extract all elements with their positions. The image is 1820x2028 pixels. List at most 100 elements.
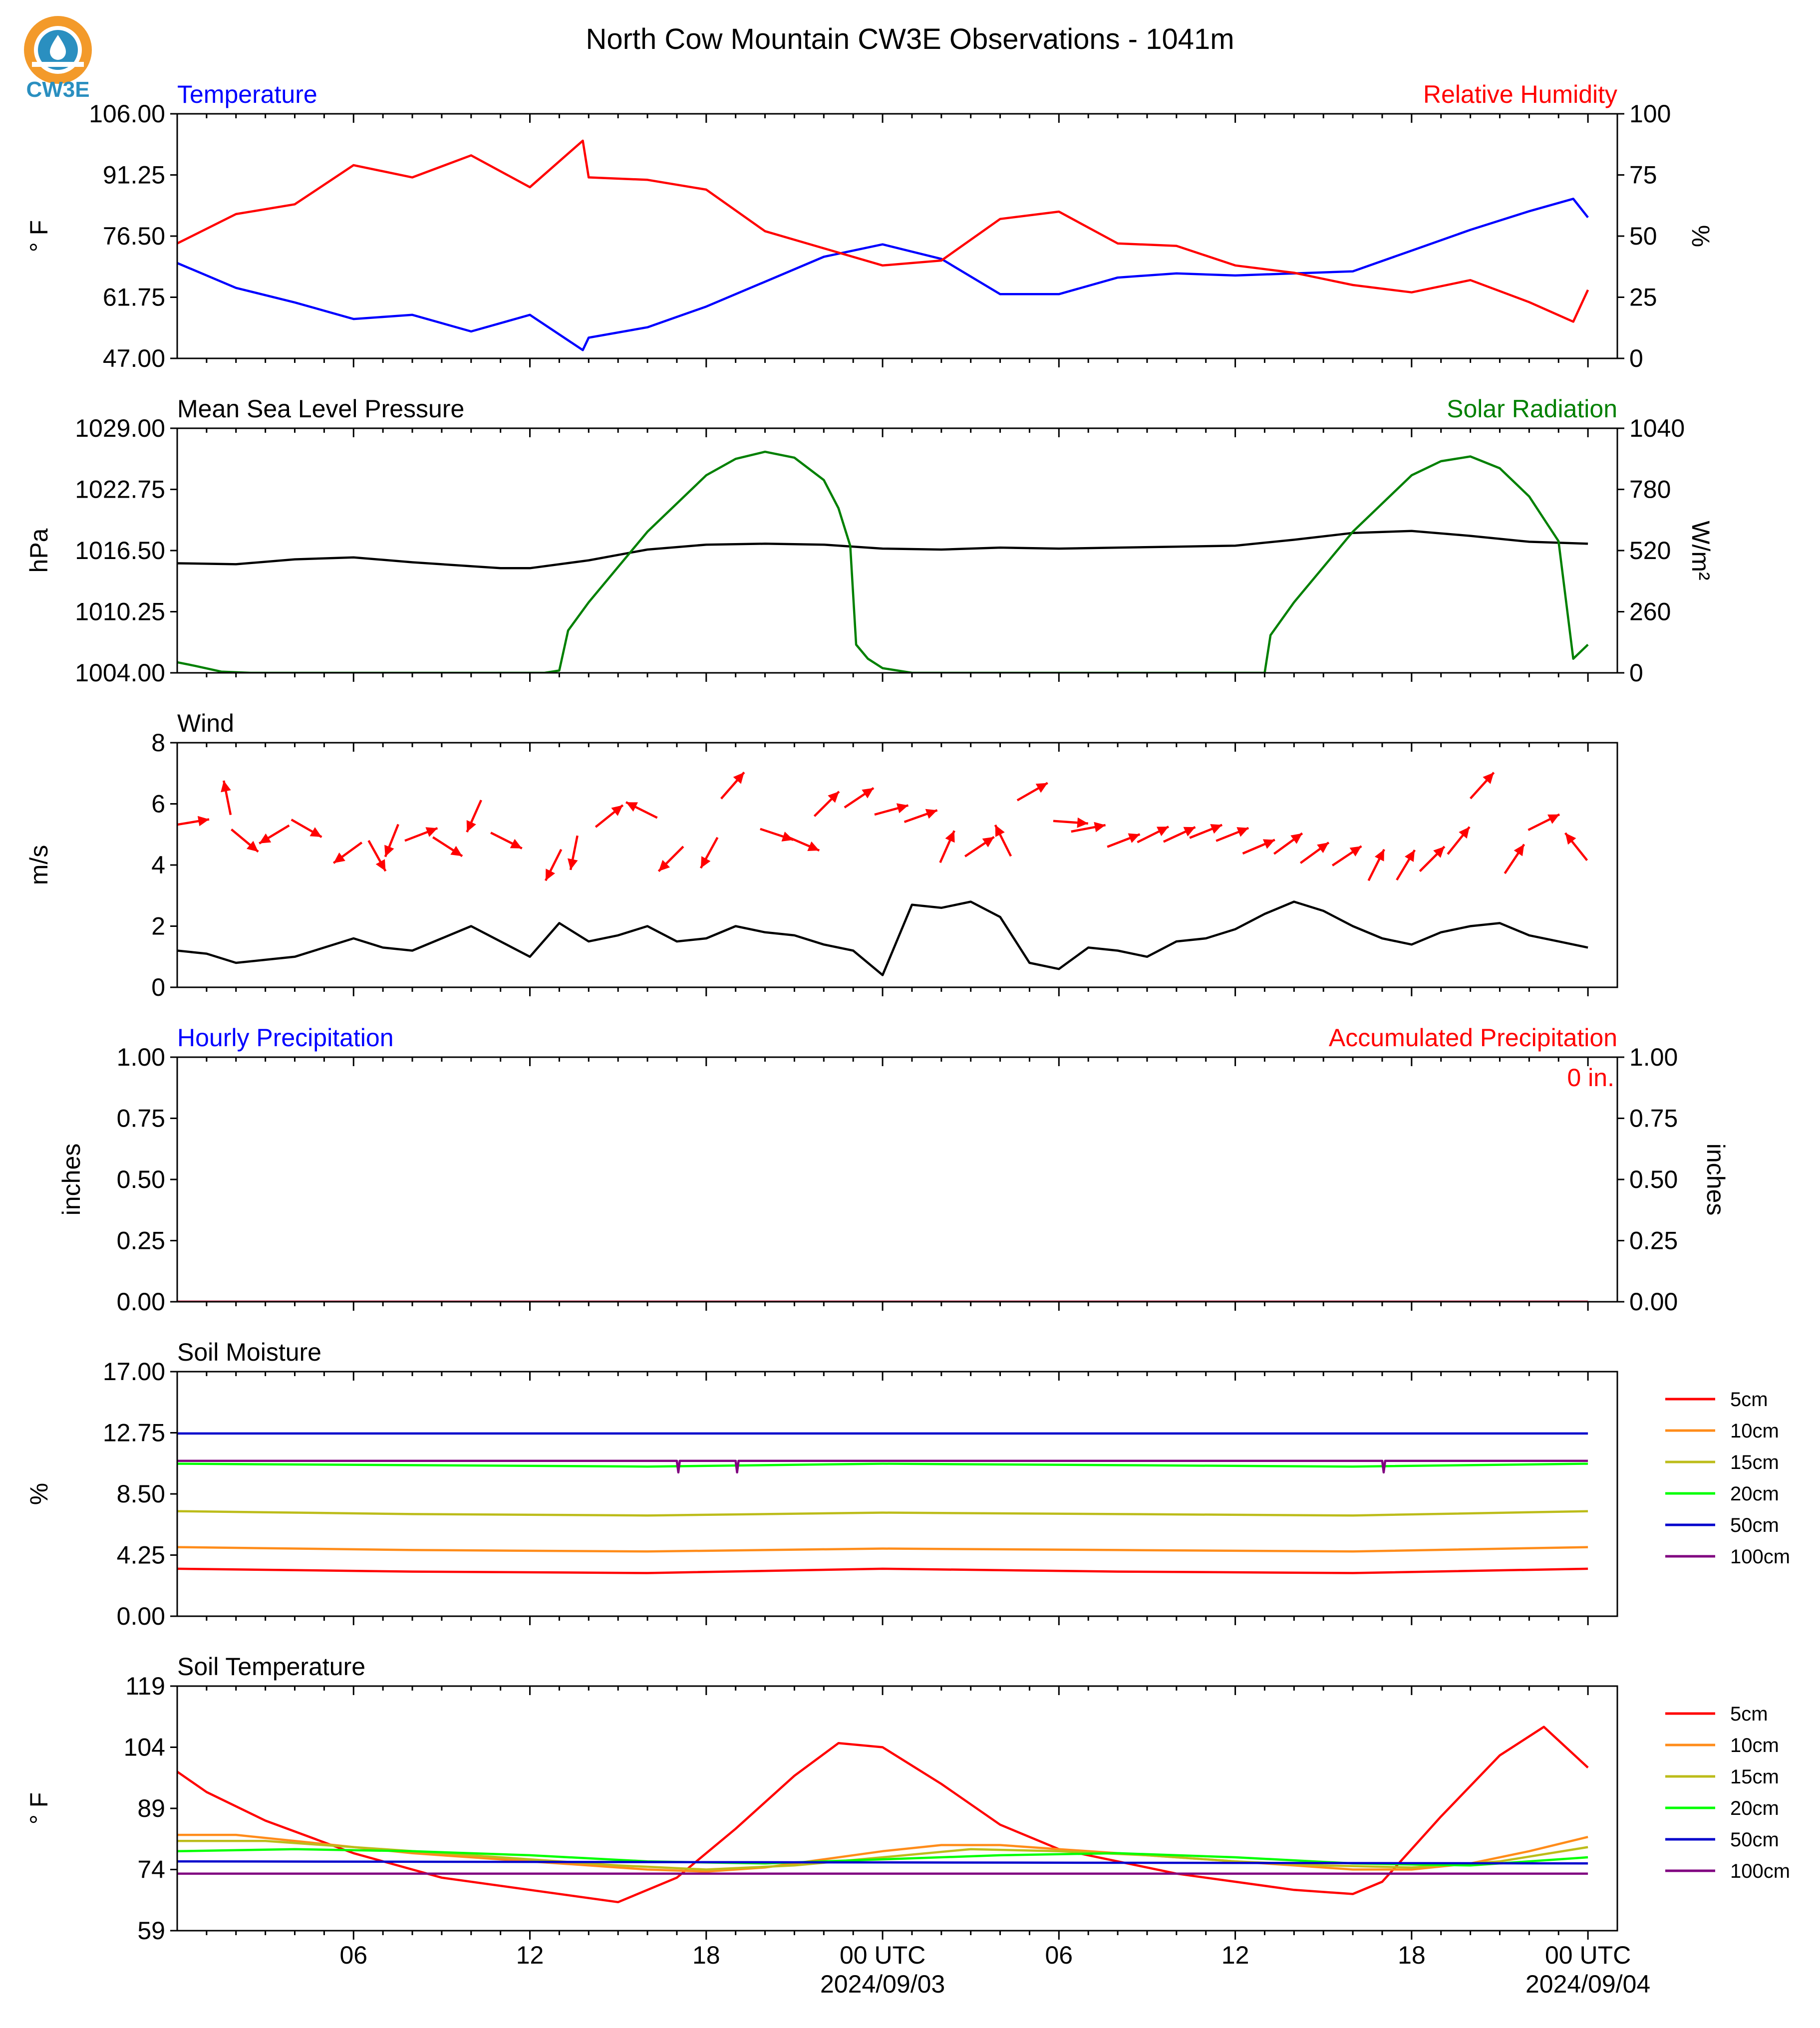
wind-arrow-head xyxy=(807,841,820,851)
wind-arrow xyxy=(904,809,938,823)
x-tick-label: 12 xyxy=(516,1941,544,1969)
y-tick-label-right: 0.25 xyxy=(1629,1227,1678,1255)
legend-soil-temperature: 5cm 10cm 15cm 20cm 50cm 100cm xyxy=(1665,1703,1790,1882)
y-tick-label-right: 0.75 xyxy=(1629,1105,1678,1133)
wind-arrow xyxy=(544,849,563,881)
logo-ring-icon xyxy=(24,16,92,84)
wind-arrow-head xyxy=(425,827,438,837)
series-line-15cm xyxy=(177,1840,1588,1871)
wind-arrow xyxy=(1419,846,1446,872)
panel-soil-temperature: Soil Temperature 119 104 89 74 59 ° F xyxy=(25,1653,1618,1945)
series-line-solar-radiation xyxy=(177,450,1589,673)
wind-arrow xyxy=(367,840,387,872)
panel-pressure-solar: Mean Sea Level Pressure Solar Radiation 10… xyxy=(25,395,1715,687)
y-axis-label-left: ° F xyxy=(25,1792,53,1824)
y-axis-label-right: % xyxy=(1687,225,1715,247)
wind-arrow-head xyxy=(862,788,874,799)
x-tick-label: 12 xyxy=(1221,1941,1249,1969)
wind-arrow xyxy=(1564,832,1588,862)
legend-label: 50cm xyxy=(1730,1514,1779,1536)
wind-arrow-head xyxy=(1547,814,1560,824)
y-tick-label: 59 xyxy=(137,1917,165,1945)
wind-arrow-head xyxy=(510,839,522,849)
y-axis-label-left: inches xyxy=(57,1144,85,1216)
panels: Temperature Relative Humidity 106.00 91.25 7… xyxy=(25,80,1730,1945)
y-tick-label-right: 75 xyxy=(1629,161,1657,189)
legend-label: 15cm xyxy=(1730,1451,1779,1473)
wind-arrow xyxy=(1331,845,1362,867)
wind-arrow xyxy=(625,801,658,819)
legend-label: 20cm xyxy=(1730,1797,1779,1819)
y-tick-label-right: 25 xyxy=(1629,284,1657,311)
y-axis-label-right: W/m² xyxy=(1687,521,1715,580)
panel-title-left: Soil Temperature xyxy=(177,1653,365,1681)
y-tick-label: 104 xyxy=(124,1734,165,1761)
wind-arrow-head xyxy=(384,845,394,857)
y-tick-label: 0.50 xyxy=(117,1165,165,1193)
y-tick-label: 1022.75 xyxy=(75,476,165,504)
wind-arrow-head xyxy=(1183,827,1196,837)
series-line-10cm xyxy=(177,1833,1588,1873)
series-line-50cm xyxy=(177,1860,1588,1865)
plot-area xyxy=(177,139,1589,351)
x-tick-label: 18 xyxy=(692,1941,720,1969)
wind-arrow-head xyxy=(1035,783,1048,793)
chart-title: North Cow Mountain CW3E Observations - 1… xyxy=(586,23,1234,55)
water-drop-icon xyxy=(50,35,66,60)
y-tick-label: 4 xyxy=(151,851,165,879)
y-tick-label: 0.25 xyxy=(117,1227,165,1255)
cw3e-logo: CW3E xyxy=(24,16,92,102)
legend-label: 10cm xyxy=(1730,1735,1779,1756)
y-tick-label: 106.00 xyxy=(89,100,165,128)
x-tick-label: 06 xyxy=(1045,1941,1073,1969)
wind-arrow xyxy=(994,824,1012,857)
wind-arrow xyxy=(404,827,438,842)
wind-arrow xyxy=(231,828,259,853)
wind-arrow xyxy=(595,804,624,828)
x-tick-label: 18 xyxy=(1398,1941,1426,1969)
y-tick-label: 1029.00 xyxy=(75,414,165,442)
panel-soil-moisture: Soil Moisture 17.00 12.75 8.50 4.25 0.00% xyxy=(25,1338,1618,1630)
y-tick-label: 76.50 xyxy=(103,222,165,250)
wind-arrow-head xyxy=(568,858,578,870)
series-line-10cm xyxy=(177,1546,1588,1553)
wind-arrow xyxy=(1137,826,1170,844)
x-date-label: 2024/09/04 xyxy=(1525,1970,1650,1998)
series-line-15cm xyxy=(177,1510,1588,1517)
wind-arrow-head xyxy=(1374,849,1384,862)
wind-arrow xyxy=(1527,813,1560,831)
wind-arrow-head xyxy=(828,791,839,803)
logo-wave-icon xyxy=(32,62,84,67)
x-tick-label: 00 UTC xyxy=(840,1941,925,1969)
wind-arrow xyxy=(1242,839,1275,855)
x-tick-label: 06 xyxy=(339,1941,367,1969)
legend-label: 5cm xyxy=(1730,1703,1768,1725)
wind-arrow xyxy=(1299,842,1330,864)
wind-arrow-head xyxy=(309,827,322,837)
wind-arrow xyxy=(384,824,399,858)
y-tick-label: 1016.50 xyxy=(75,537,165,565)
y-tick-label: 4.25 xyxy=(117,1541,165,1569)
wind-arrow xyxy=(760,828,794,842)
y-axis-label-left: % xyxy=(25,1483,53,1505)
wind-arrow xyxy=(1273,832,1303,855)
wind-arrow-head xyxy=(1405,850,1415,862)
wind-arrow-head xyxy=(1094,822,1106,833)
wind-arrow-head xyxy=(1514,844,1524,857)
panel-title-left: Wind xyxy=(177,709,234,737)
y-tick-label: 91.25 xyxy=(103,161,165,189)
wind-arrow xyxy=(874,803,909,816)
series-line-wind-speed xyxy=(177,900,1588,976)
series-line-temperature xyxy=(177,198,1589,351)
wind-arrow xyxy=(844,787,875,809)
y-tick-label-right: 520 xyxy=(1629,537,1671,565)
wind-arrow-head xyxy=(658,860,670,871)
series-line-mean-sea-level-pressure xyxy=(177,530,1588,570)
x-tick-label: 00 UTC xyxy=(1545,1941,1631,1969)
wind-arrow xyxy=(1470,772,1495,800)
y-tick-label-right: 0 xyxy=(1629,659,1643,687)
wind-arrow-head xyxy=(995,825,1005,837)
logo-text: CW3E xyxy=(26,77,89,102)
plot-area xyxy=(177,1432,1588,1574)
y-tick-label: 1004.00 xyxy=(75,659,165,687)
